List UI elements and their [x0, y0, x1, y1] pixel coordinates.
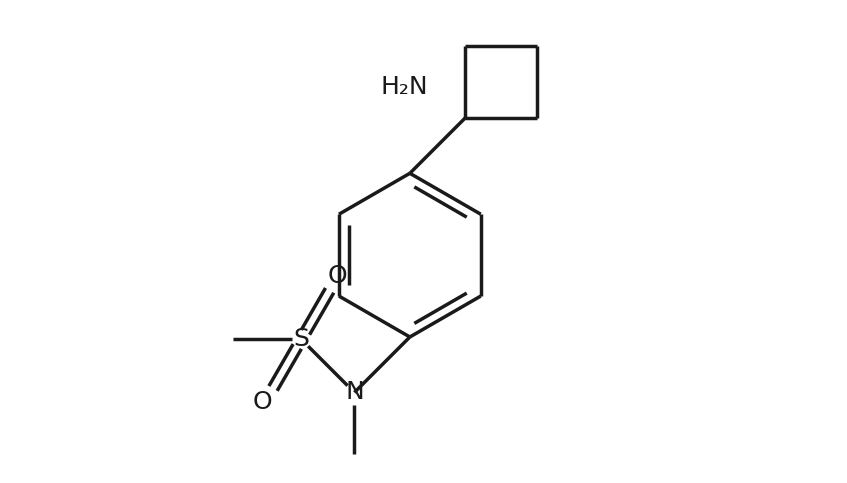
Text: O: O	[252, 390, 272, 414]
Text: S: S	[293, 327, 309, 352]
Text: N: N	[345, 381, 363, 404]
Text: H₂N: H₂N	[380, 75, 428, 99]
Text: O: O	[327, 265, 347, 288]
